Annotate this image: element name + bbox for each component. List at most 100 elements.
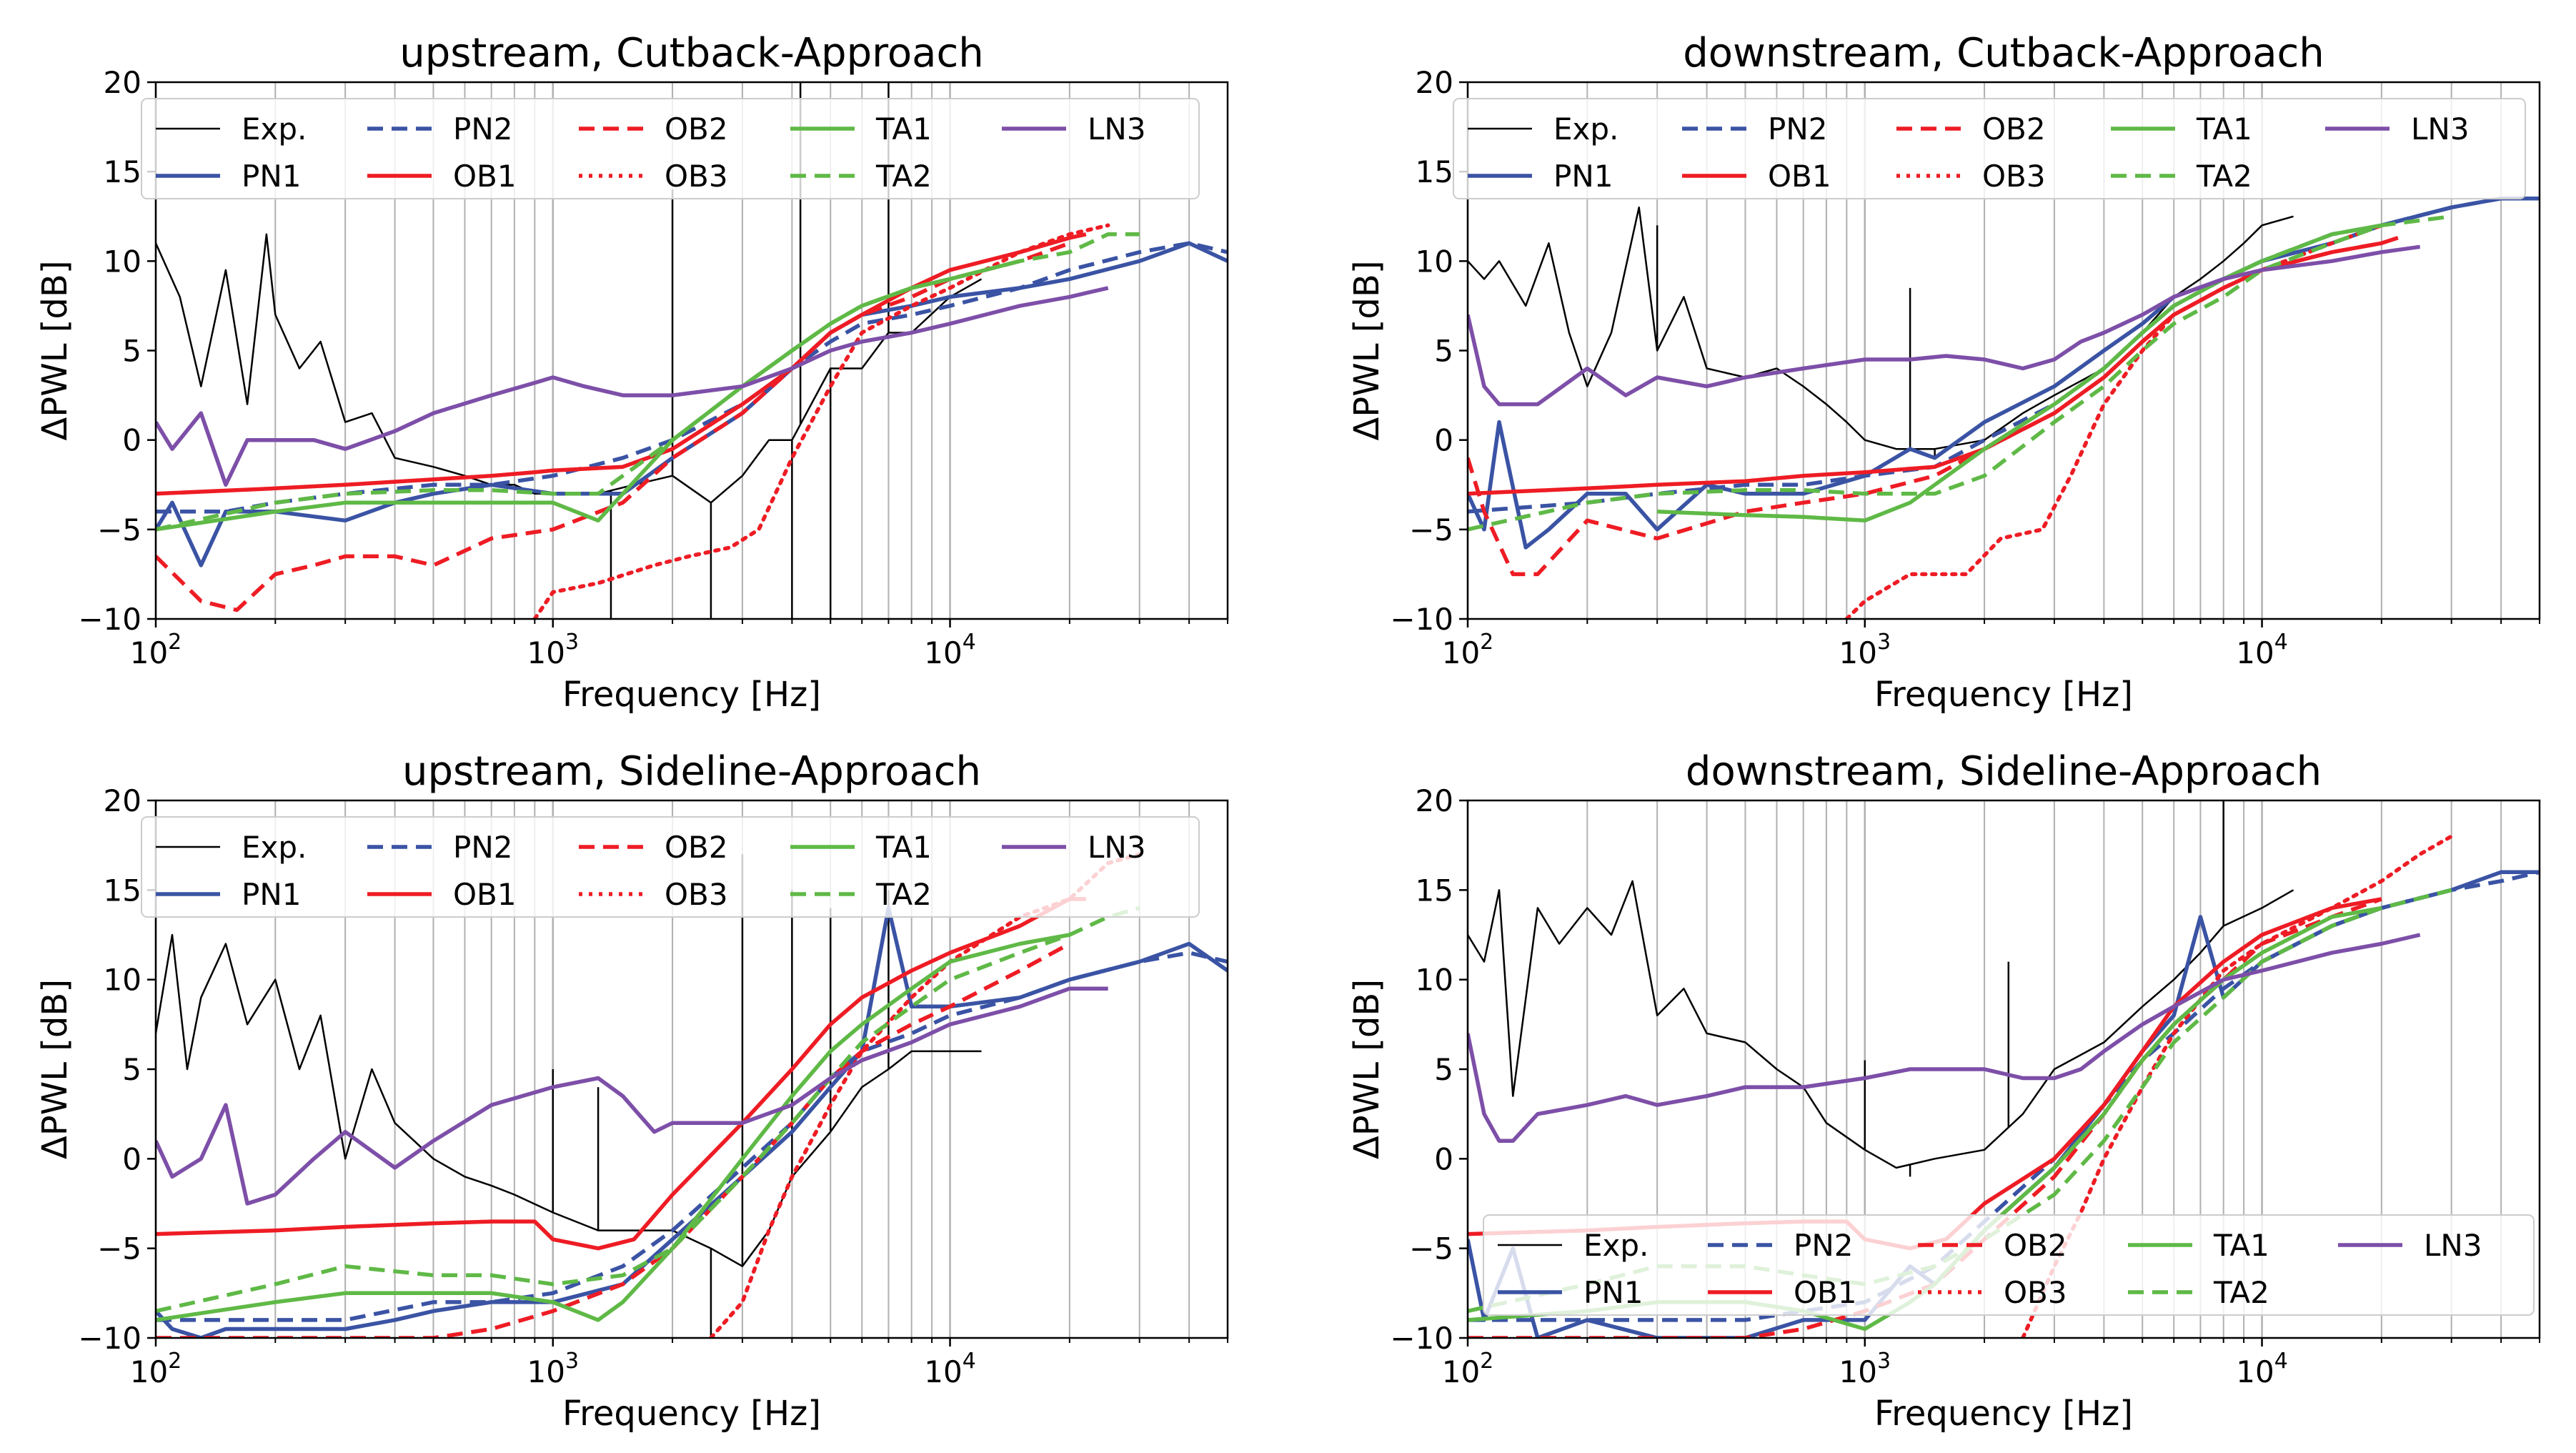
legend-label: OB1 xyxy=(453,159,517,194)
legend-label: OB3 xyxy=(1982,159,2046,194)
series-line-ta2 xyxy=(156,232,1140,532)
series-line-ln3 xyxy=(1468,933,2421,1144)
legend-label: Exp. xyxy=(1583,1228,1648,1263)
legend-label: TA1 xyxy=(2196,111,2252,147)
series-group xyxy=(1468,196,2540,619)
x-axis-label: Frequency [Hz] xyxy=(562,675,821,715)
chart-panel-4: −10 −5 0 5 10 15 20 102 103 104 downstream, Sideli… xyxy=(1347,748,2541,1434)
series-group xyxy=(156,82,1228,619)
legend-label: TA2 xyxy=(2196,159,2252,194)
series-group xyxy=(156,852,1228,1338)
series-ob3 xyxy=(1844,223,2384,619)
y-tick-label: 5 xyxy=(1434,1052,1453,1087)
legend: Exp. PN1 PN2 OB1 OB2 OB3 TA1 TA2 LN3 xyxy=(141,816,1200,918)
y-tick-label: 5 xyxy=(1434,334,1453,369)
y-tick-label: 15 xyxy=(104,873,141,908)
legend-label: OB2 xyxy=(1982,111,2046,147)
y-tick-label: 10 xyxy=(104,963,141,998)
series-line-ob1 xyxy=(156,897,1086,1251)
legend-label: OB2 xyxy=(665,111,728,147)
series-ob1 xyxy=(156,232,1087,496)
legend-item-ta2: TA2 xyxy=(790,877,932,912)
legend-label: LN3 xyxy=(1088,830,1146,865)
legend-item-ob2: OB2 xyxy=(1918,1228,2067,1263)
legend-item-pn2: PN2 xyxy=(1682,111,1827,147)
y-tick-label: −5 xyxy=(1409,1231,1453,1266)
series-line-pn2 xyxy=(156,951,1228,1322)
x-tick-label: 104 xyxy=(2236,630,2288,670)
series-line-exp xyxy=(1468,880,2294,1169)
legend-item-ta1: TA1 xyxy=(790,111,932,147)
legend-label: Exp. xyxy=(1553,111,1618,147)
x-tick-label: 103 xyxy=(527,630,579,670)
series-line-ta2 xyxy=(1468,214,2452,532)
series-line-ob3 xyxy=(532,223,1110,619)
y-tick-label: 20 xyxy=(1416,65,1453,100)
x-tick-label: 102 xyxy=(130,1349,182,1389)
series-pn2 xyxy=(156,951,1228,1322)
chart-title: downstream, Cutback-Approach xyxy=(1683,30,2324,76)
series-line-ob2 xyxy=(1468,897,2382,1338)
series-line-ob3 xyxy=(709,852,1142,1338)
legend-item-ln3: LN3 xyxy=(1002,830,1146,865)
legend-item-pn2: PN2 xyxy=(367,111,512,147)
legend-item-ob1: OB1 xyxy=(367,877,517,912)
legend-label: OB1 xyxy=(1794,1275,1857,1310)
chart-panel-3: −10 −5 0 5 10 15 20 102 103 104 upstream, Sideline… xyxy=(35,748,1229,1434)
legend-label: TA2 xyxy=(875,159,932,194)
legend-label: OB3 xyxy=(665,159,728,194)
legend-label: OB2 xyxy=(665,830,728,865)
legend-item-pn1: PN1 xyxy=(1498,1275,1643,1310)
series-line-ta1 xyxy=(1657,223,2382,523)
chart-title: downstream, Sideline-Approach xyxy=(1686,748,2322,795)
series-line-ta1 xyxy=(156,933,1070,1322)
y-tick-label: 10 xyxy=(1416,963,1453,998)
legend-label: OB1 xyxy=(453,877,517,912)
series-exp xyxy=(156,854,982,1338)
legend-item-pn1: PN1 xyxy=(1468,159,1613,194)
x-tick-label: 104 xyxy=(924,630,976,670)
y-tick-label: 20 xyxy=(104,783,141,818)
legend-label: PN2 xyxy=(453,111,512,147)
series-ob3 xyxy=(709,852,1142,1338)
y-tick-label: −10 xyxy=(78,602,141,637)
y-tick-label: 0 xyxy=(122,423,141,458)
legend-item-ln3: LN3 xyxy=(1002,111,1146,147)
legend-item-exp: Exp. xyxy=(156,830,307,865)
legend-item-ta1: TA1 xyxy=(790,830,932,865)
series-exp xyxy=(1468,800,2294,1177)
legend-label: OB1 xyxy=(1768,159,1831,194)
series-ta1 xyxy=(1657,223,2382,523)
y-tick-label: 10 xyxy=(104,244,141,279)
x-axis-label: Frequency [Hz] xyxy=(1874,1394,2133,1434)
legend-item-ob2: OB2 xyxy=(579,111,728,147)
series-ln3 xyxy=(1468,244,2421,407)
legend-item-ob3: OB3 xyxy=(1918,1275,2067,1310)
legend-item-ob2: OB2 xyxy=(579,830,728,865)
legend-label: OB3 xyxy=(665,877,728,912)
series-line-ln3 xyxy=(1468,244,2421,407)
x-tick-label: 102 xyxy=(1442,630,1494,670)
series-line-ob3 xyxy=(1844,223,2384,619)
series-ob3 xyxy=(532,223,1110,619)
y-tick-label: 0 xyxy=(122,1141,141,1176)
y-tick-label: −10 xyxy=(1390,1321,1453,1356)
legend: Exp. PN1 PN2 OB1 OB2 OB3 TA1 TA2 LN3 xyxy=(1483,1214,2535,1316)
chart-title: upstream, Cutback-Approach xyxy=(399,30,984,76)
legend-item-ta1: TA1 xyxy=(2111,111,2252,147)
legend-label: PN2 xyxy=(1768,111,1827,147)
y-axis-label: ΔPWL [dB] xyxy=(1347,979,1387,1159)
y-tick-label: −5 xyxy=(1409,512,1453,547)
legend-label: PN2 xyxy=(453,830,512,865)
y-tick-label: 20 xyxy=(104,65,141,100)
legend-label: TA1 xyxy=(2213,1228,2269,1263)
legend-label: PN1 xyxy=(1583,1275,1643,1310)
x-axis-label: Frequency [Hz] xyxy=(562,1394,821,1434)
series-pn2 xyxy=(156,241,1228,514)
y-tick-label: 5 xyxy=(122,1052,141,1087)
y-tick-label: −5 xyxy=(97,512,141,547)
legend-item-ob1: OB1 xyxy=(367,159,517,194)
legend-item-ln3: LN3 xyxy=(2325,111,2470,147)
y-tick-label: 10 xyxy=(1416,244,1453,279)
legend-label: PN2 xyxy=(1794,1228,1853,1263)
